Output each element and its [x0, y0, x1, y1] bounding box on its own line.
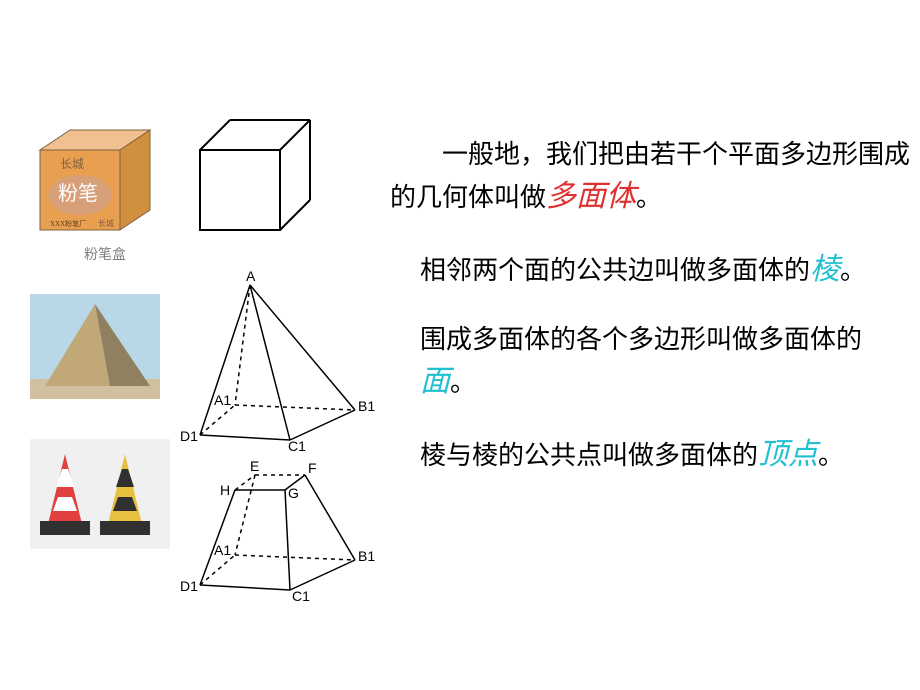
label-fb1: B1	[358, 548, 375, 564]
cube-diagram	[180, 110, 330, 240]
label-h: H	[220, 482, 230, 498]
label-apex: A	[246, 268, 255, 284]
label-g: G	[288, 485, 299, 501]
diagram-column: A A1 B1 C1 D1	[180, 110, 380, 600]
pyramid-photo	[30, 294, 160, 399]
label-f: F	[308, 460, 317, 476]
label-fd1: D1	[180, 578, 198, 594]
chalk-box-caption: 粉笔盒	[30, 244, 180, 264]
image-column: 长城 粉笔 XXX粉笔厂 长城 粉笔盒	[30, 120, 180, 549]
definition-vertex: 棱与棱的公共点叫做多面体的顶点。	[390, 432, 910, 477]
text-column: 一般地，我们把由若干个平面多边形围成的几何体叫做多面体。 相邻两个面的公共边叫做…	[390, 135, 910, 505]
label-fc1: C1	[292, 588, 310, 604]
definition-edge: 相邻两个面的公共边叫做多面体的棱。	[390, 247, 910, 292]
term-face: 面	[420, 365, 450, 398]
definition-polyhedron: 一般地，我们把由若干个平面多边形围成的几何体叫做多面体。	[390, 135, 910, 219]
label-d1: D1	[180, 428, 198, 444]
definition-face: 围成多面体的各个多边形叫做多面体的面。	[390, 320, 910, 404]
svg-text:长城: 长城	[98, 218, 114, 228]
label-b1: B1	[358, 398, 375, 414]
term-vertex: 顶点	[758, 438, 818, 471]
label-c1: C1	[288, 438, 306, 454]
chalk-label: 粉笔	[58, 182, 98, 205]
svg-text:长城: 长城	[60, 157, 84, 171]
traffic-cones-photo	[30, 439, 170, 549]
term-polyhedron: 多面体	[546, 180, 636, 213]
svg-text:XXX粉笔厂: XXX粉笔厂	[50, 219, 86, 228]
label-e: E	[250, 458, 259, 474]
pyramid-diagram: A A1 B1 C1 D1	[180, 270, 370, 450]
chalk-box-image: 长城 粉笔 XXX粉笔厂 长城	[30, 120, 160, 240]
label-fa1: A1	[214, 542, 231, 558]
frustum-diagram: E F G H A1 B1 C1 D1	[180, 460, 370, 600]
label-a1: A1	[214, 392, 231, 408]
term-edge: 棱	[810, 253, 840, 286]
